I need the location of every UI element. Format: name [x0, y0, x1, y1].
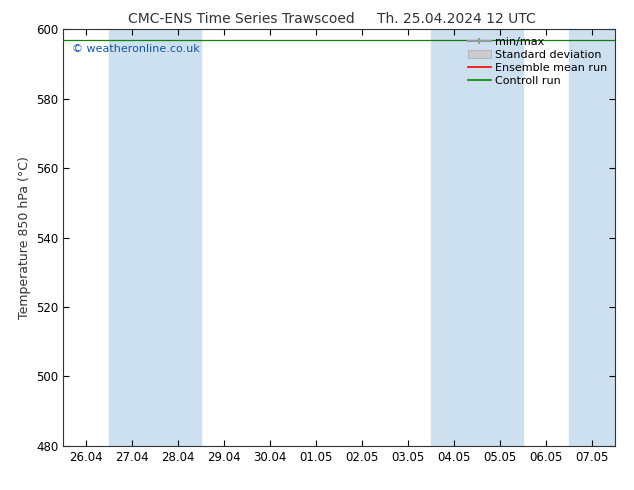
- Y-axis label: Temperature 850 hPa (°C): Temperature 850 hPa (°C): [18, 156, 30, 319]
- Text: Th. 25.04.2024 12 UTC: Th. 25.04.2024 12 UTC: [377, 12, 536, 26]
- Legend: min/max, Standard deviation, Ensemble mean run, Controll run: min/max, Standard deviation, Ensemble me…: [464, 33, 612, 90]
- Text: © weatheronline.co.uk: © weatheronline.co.uk: [72, 44, 200, 54]
- Bar: [431, 29, 523, 446]
- Bar: [110, 29, 202, 446]
- Text: CMC-ENS Time Series Trawscoed: CMC-ENS Time Series Trawscoed: [127, 12, 354, 26]
- Bar: [569, 29, 615, 446]
